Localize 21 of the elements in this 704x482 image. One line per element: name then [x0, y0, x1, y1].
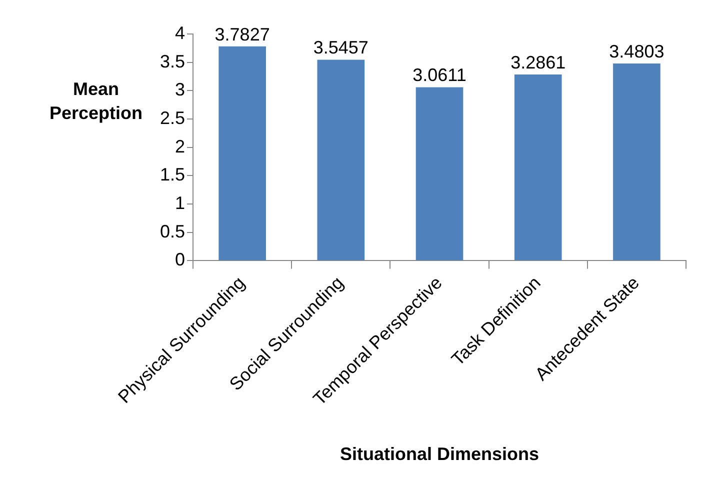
y-tick-label: 2.5 [160, 108, 186, 128]
data-label: 3.7827 [214, 24, 270, 44]
y-tick-label: 1 [175, 193, 186, 214]
y-tick-label: 1.5 [160, 164, 186, 185]
bar [416, 87, 464, 260]
bar [218, 46, 266, 260]
y-axis-title: Mean Perception [49, 78, 143, 123]
data-label: 3.2861 [510, 52, 566, 72]
y-tick-label: 2 [175, 136, 186, 156]
y-tick-label: 0.5 [160, 221, 186, 242]
bar [514, 74, 562, 260]
data-label: 3.5457 [313, 38, 368, 58]
y-tick-label: 0 [175, 250, 186, 270]
y-tick-label: 3.5 [160, 51, 186, 72]
data-label: 3.4803 [609, 41, 664, 62]
data-label: 3.0611 [412, 65, 466, 86]
bar [613, 63, 660, 260]
y-tick-label: 4 [175, 22, 186, 43]
y-tick-label: 3 [175, 80, 186, 100]
x-axis-title: Situational Dimensions [340, 444, 540, 464]
bar [317, 60, 365, 260]
